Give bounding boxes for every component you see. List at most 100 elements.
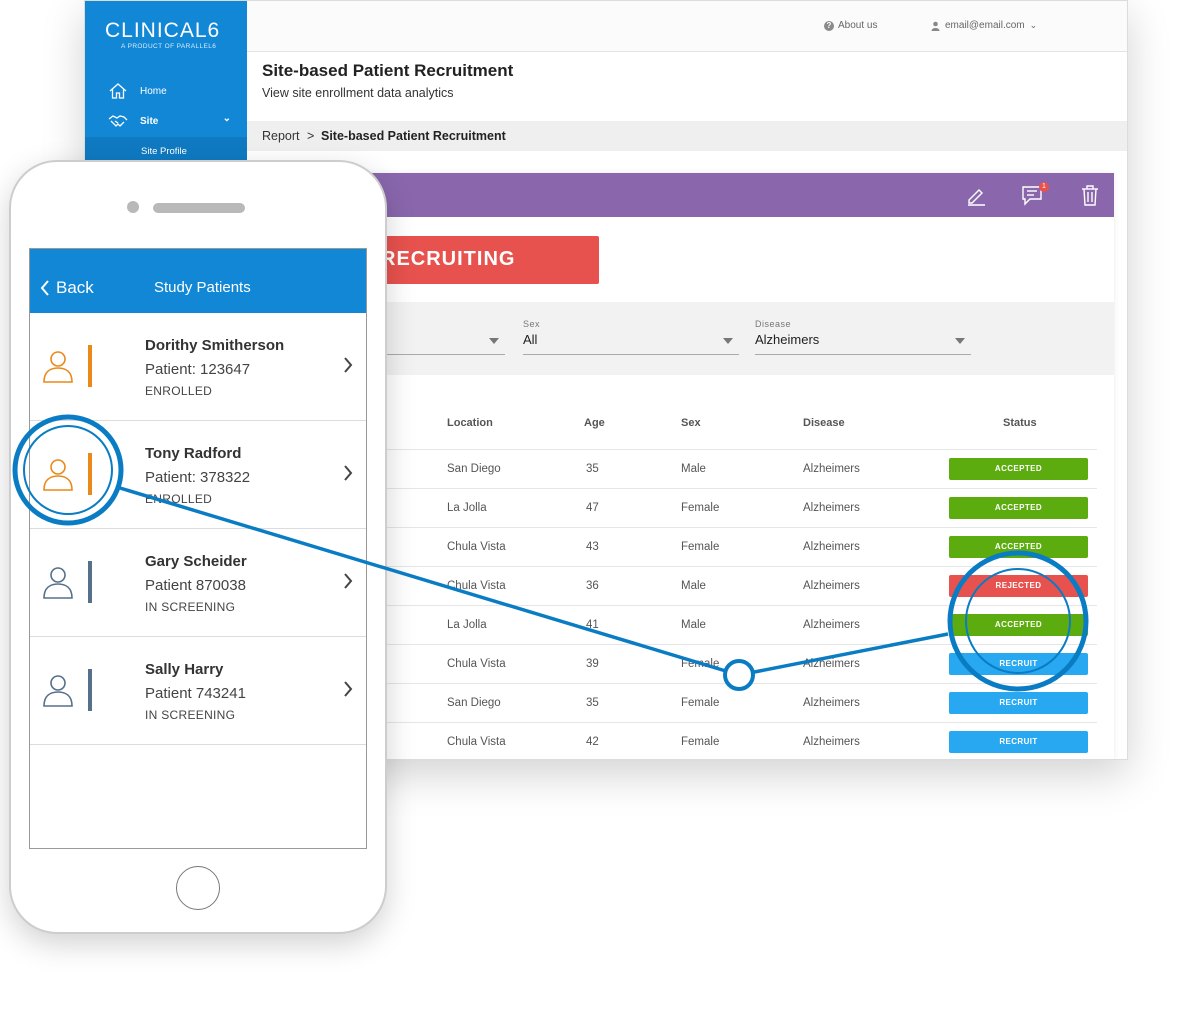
- sidebar-item-label: Site: [140, 115, 159, 127]
- table-row: Chula Vista 43 Female Alzheimers ACCEPTE…: [347, 527, 1097, 567]
- filter-value: Alzheimers: [755, 332, 820, 347]
- status-button[interactable]: ACCEPTED: [949, 536, 1088, 558]
- cell-age: 42: [586, 736, 599, 748]
- sidebar-item-label: Home: [140, 85, 167, 97]
- filter-value: All: [523, 332, 538, 347]
- column-header-status[interactable]: Status: [1003, 417, 1037, 429]
- cell-sex: Male: [681, 580, 706, 592]
- recruit-button[interactable]: RECRUIT: [949, 731, 1088, 753]
- chevron-right-icon: [344, 465, 353, 481]
- chevron-right-icon: [344, 357, 353, 373]
- column-header-age[interactable]: Age: [584, 417, 605, 429]
- cell-disease: Alzheimers: [803, 541, 860, 553]
- cell-location: San Diego: [447, 697, 501, 709]
- status-button[interactable]: ACCEPTED: [949, 614, 1088, 636]
- page-subtitle: View site enrollment data analytics: [262, 86, 454, 100]
- column-header-location[interactable]: Location: [447, 417, 493, 429]
- patient-id: Patient: 123647: [145, 361, 251, 378]
- trash-icon[interactable]: [1079, 184, 1101, 206]
- status-accent-bar: [88, 669, 92, 711]
- cell-disease: Alzheimers: [803, 658, 860, 670]
- user-email: email@email.com: [945, 20, 1025, 31]
- column-header-disease[interactable]: Disease: [803, 417, 845, 429]
- chevron-right-icon: [344, 573, 353, 589]
- column-header-sex[interactable]: Sex: [681, 417, 701, 429]
- patient-status: IN SCREENING: [145, 708, 236, 722]
- phone-home-button[interactable]: [176, 866, 220, 910]
- recruit-button[interactable]: RECRUIT: [949, 653, 1088, 675]
- cell-sex: Female: [681, 697, 720, 709]
- patient-name: Dorithy Smitherson: [145, 337, 285, 354]
- patient-list-item[interactable]: Tony Radford Patient: 378322 ENROLLED: [30, 421, 366, 529]
- patient-list-item[interactable]: Dorithy Smitherson Patient: 123647 ENROL…: [30, 313, 366, 421]
- app-logo-tagline: A PRODUCT OF PARALLEL6: [121, 43, 217, 50]
- edit-icon[interactable]: [965, 184, 987, 206]
- mobile-app-bar: Back Study Patients: [30, 249, 366, 313]
- table-row: Chula Vista 39 Female Alzheimers RECRUIT: [347, 644, 1097, 684]
- status-accent-bar: [88, 345, 92, 387]
- patient-name: Tony Radford: [145, 445, 242, 462]
- disease-filter-dropdown[interactable]: Disease Alzheimers: [755, 319, 971, 355]
- phone-camera: [127, 201, 139, 213]
- sidebar-item-site[interactable]: Site ⌄: [85, 107, 247, 135]
- cell-sex: Female: [681, 736, 720, 748]
- phone-speaker: [153, 203, 245, 213]
- back-button[interactable]: Back: [40, 278, 94, 298]
- table-row: Chula Vista 42 Female Alzheimers RECRUIT: [347, 722, 1097, 759]
- cell-age: 35: [586, 463, 599, 475]
- patient-status: IN SCREENING: [145, 600, 236, 614]
- status-button[interactable]: ACCEPTED: [949, 458, 1088, 480]
- person-icon: [43, 567, 73, 599]
- cell-disease: Alzheimers: [803, 736, 860, 748]
- filter-bar: Sex All Disease Alzheimers: [247, 302, 1114, 375]
- table-row: La Jolla 41 Male Alzheimers ACCEPTED: [347, 605, 1097, 645]
- table-row: San Diego 35 Male Alzheimers ACCEPTED: [347, 449, 1097, 489]
- breadcrumb-report-link[interactable]: Report: [262, 129, 300, 143]
- user-menu[interactable]: email@email.com ⌄: [931, 20, 1037, 31]
- cell-disease: Alzheimers: [803, 619, 860, 631]
- person-icon: [43, 351, 73, 383]
- status-button[interactable]: REJECTED: [949, 575, 1088, 597]
- breadcrumb: Report > Site-based Patient Recruitment: [247, 121, 1127, 151]
- handshake-icon: [108, 115, 128, 127]
- cell-sex: Female: [681, 658, 720, 670]
- sex-filter-dropdown[interactable]: Sex All: [523, 319, 739, 355]
- filter-label: Sex: [523, 319, 541, 329]
- cell-age: 47: [586, 502, 599, 514]
- breadcrumb-current: Site-based Patient Recruitment: [321, 129, 506, 143]
- chevron-left-icon: [40, 280, 49, 296]
- top-bar: ? About us email@email.com ⌄: [247, 1, 1127, 52]
- patient-id: Patient 870038: [145, 577, 246, 594]
- cell-age: 43: [586, 541, 599, 553]
- home-icon: [109, 83, 127, 99]
- cell-location: La Jolla: [447, 619, 487, 631]
- cell-sex: Male: [681, 619, 706, 631]
- sidebar-item-home[interactable]: Home: [85, 77, 247, 105]
- cell-location: Chula Vista: [447, 580, 506, 592]
- patient-id: Patient: 378322: [145, 469, 251, 486]
- page-title: Site-based Patient Recruitment: [262, 61, 514, 80]
- dropdown-arrow-icon: [955, 338, 965, 344]
- status-accent-bar: [88, 453, 92, 495]
- recruit-button[interactable]: RECRUIT: [949, 692, 1088, 714]
- chevron-right-icon: [344, 681, 353, 697]
- cell-location: Chula Vista: [447, 736, 506, 748]
- cell-age: 36: [586, 580, 599, 592]
- about-us-label: About us: [838, 20, 878, 31]
- cell-disease: Alzheimers: [803, 697, 860, 709]
- about-us-link[interactable]: ? About us: [824, 20, 877, 31]
- table-row: La Jolla 47 Female Alzheimers ACCEPTED: [347, 488, 1097, 528]
- patient-status: ENROLLED: [145, 384, 213, 398]
- user-icon: [931, 21, 940, 31]
- cell-location: San Diego: [447, 463, 501, 475]
- cell-sex: Female: [681, 541, 720, 553]
- table-row: Chula Vista 36 Male Alzheimers REJECTED: [347, 566, 1097, 606]
- patient-list-item[interactable]: Gary Scheider Patient 870038 IN SCREENIN…: [30, 529, 366, 637]
- cell-disease: Alzheimers: [803, 463, 860, 475]
- patient-id: Patient 743241: [145, 685, 246, 702]
- status-button[interactable]: ACCEPTED: [949, 497, 1088, 519]
- patient-list-item[interactable]: Sally Harry Patient 743241 IN SCREENING: [30, 637, 366, 745]
- table-row: San Diego 35 Female Alzheimers RECRUIT: [347, 683, 1097, 723]
- cell-disease: Alzheimers: [803, 580, 860, 592]
- cell-age: 39: [586, 658, 599, 670]
